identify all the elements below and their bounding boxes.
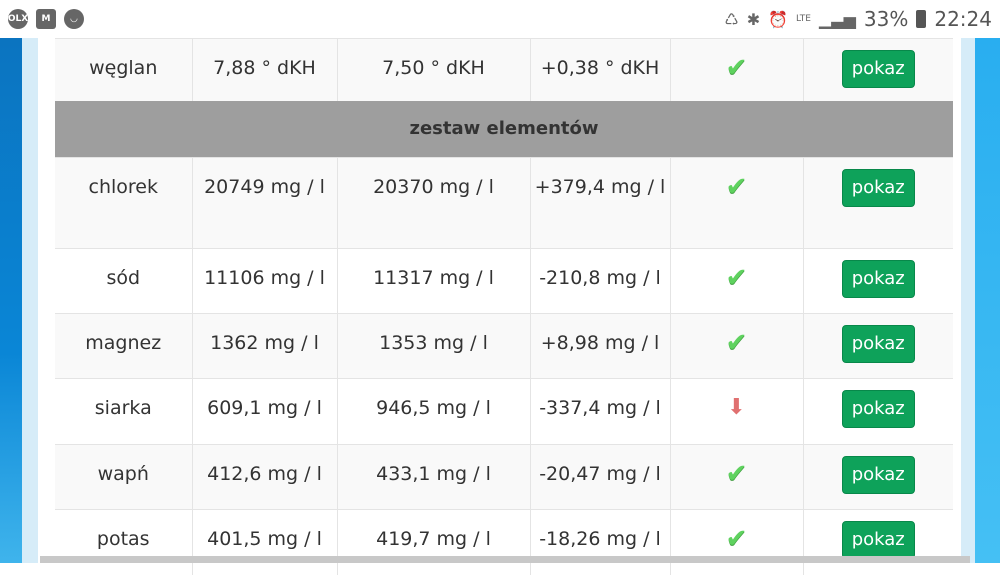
table-row: potas 401,5 mg / l 419,7 mg / l -18,26 mg /… bbox=[55, 509, 953, 575]
cell-diff: -210,8 mg / l bbox=[530, 248, 671, 314]
bluetooth-icon: ✱ bbox=[746, 9, 761, 29]
cell-target: 20370 mg / l bbox=[337, 157, 531, 249]
cell-action: pokaz bbox=[803, 510, 953, 575]
table-row: wapń 412,6 mg / l 433,1 mg / l -20,47 mg / … bbox=[55, 444, 953, 510]
show-button[interactable]: pokaz bbox=[841, 521, 915, 559]
cell-action: pokaz bbox=[803, 445, 953, 510]
cell-measured: 20749 mg / l bbox=[192, 157, 338, 249]
cell-name: sód bbox=[55, 248, 193, 314]
clock: 22:24 bbox=[934, 7, 992, 31]
show-button[interactable]: pokaz bbox=[841, 169, 915, 207]
parameters-table: węglan 7,88 ° dKH 7,50 ° dKH +0,38 ° dKH ✔ po… bbox=[55, 38, 953, 575]
check-icon: ✔ bbox=[725, 524, 748, 554]
cell-action: pokaz bbox=[803, 39, 953, 101]
cell-target: 11317 mg / l bbox=[337, 248, 531, 314]
lte-wifi-icon: LTE bbox=[796, 14, 811, 24]
page-margin-right bbox=[961, 38, 975, 563]
table-row: siarka 609,1 mg / l 946,5 mg / l -337,4 mg … bbox=[55, 378, 953, 445]
data-saver-icon: ♺ bbox=[724, 9, 739, 29]
show-button[interactable]: pokaz bbox=[841, 325, 915, 363]
check-icon: ✔ bbox=[725, 172, 748, 202]
table-row: magnez 1362 mg / l 1353 mg / l +8,98 mg / l… bbox=[55, 313, 953, 379]
cell-measured: 609,1 mg / l bbox=[192, 378, 338, 445]
cell-target: 419,7 mg / l bbox=[337, 509, 531, 575]
status-bar: OLX M ◡ ♺ ✱ ⏰ LTE ▁▃▅ 33% 22:24 bbox=[0, 0, 1000, 38]
show-button[interactable]: pokaz bbox=[841, 390, 915, 428]
cell-target: 7,50 ° dKH bbox=[337, 38, 531, 101]
check-icon: ✔ bbox=[725, 53, 748, 83]
cell-name: chlorek bbox=[55, 157, 193, 249]
cell-name: potas bbox=[55, 509, 193, 575]
cell-action: pokaz bbox=[803, 249, 953, 314]
cell-measured: 7,88 ° dKH bbox=[192, 38, 338, 101]
cell-name: wapń bbox=[55, 444, 193, 510]
cell-status: ✔ bbox=[670, 509, 804, 575]
signal-icon: ▁▃▅ bbox=[818, 9, 856, 29]
cell-measured: 1362 mg / l bbox=[192, 313, 338, 379]
show-button[interactable]: pokaz bbox=[841, 456, 915, 494]
battery-icon bbox=[916, 10, 927, 28]
battery-percent: 33% bbox=[863, 7, 909, 31]
cell-measured: 11106 mg / l bbox=[192, 248, 338, 314]
cell-action: pokaz bbox=[803, 379, 953, 445]
cell-status: ⬇ bbox=[670, 378, 804, 445]
table-row: węglan 7,88 ° dKH 7,50 ° dKH +0,38 ° dKH ✔ po… bbox=[55, 38, 953, 101]
show-button[interactable]: pokaz bbox=[841, 50, 915, 88]
smile-icon: ◡ bbox=[64, 9, 84, 29]
olx-icon: OLX bbox=[8, 9, 28, 29]
cell-diff: -337,4 mg / l bbox=[530, 378, 671, 445]
arrow-down-icon: ⬇ bbox=[727, 395, 746, 420]
cell-target: 946,5 mg / l bbox=[337, 378, 531, 445]
alarm-icon: ⏰ bbox=[768, 9, 789, 29]
check-icon: ✔ bbox=[725, 459, 748, 489]
table-row: chlorek 20749 mg / l 20370 mg / l +379,4 mg… bbox=[55, 157, 953, 249]
table-row: sód 11106 mg / l 11317 mg / l -210,8 mg / l… bbox=[55, 248, 953, 314]
section-title: zestaw elementów bbox=[55, 100, 953, 158]
gmail-icon: M bbox=[36, 9, 56, 29]
cell-status: ✔ bbox=[670, 313, 804, 379]
page-margin-left bbox=[22, 38, 38, 563]
cell-diff: -18,26 mg / l bbox=[530, 509, 671, 575]
cell-target: 433,1 mg / l bbox=[337, 444, 531, 510]
cell-status: ✔ bbox=[670, 38, 804, 101]
section-header: zestaw elementów bbox=[55, 100, 953, 158]
check-icon: ✔ bbox=[725, 263, 748, 293]
cell-diff: +8,98 mg / l bbox=[530, 313, 671, 379]
cell-status: ✔ bbox=[670, 444, 804, 510]
cell-status: ✔ bbox=[670, 157, 804, 249]
cell-status: ✔ bbox=[670, 248, 804, 314]
show-button[interactable]: pokaz bbox=[841, 260, 915, 298]
cell-measured: 412,6 mg / l bbox=[192, 444, 338, 510]
cell-measured: 401,5 mg / l bbox=[192, 509, 338, 575]
cell-name: węglan bbox=[55, 38, 193, 101]
page-background-left bbox=[0, 38, 22, 563]
cell-diff: +0,38 ° dKH bbox=[530, 38, 671, 101]
cell-action: pokaz bbox=[803, 314, 953, 379]
page-background-right bbox=[975, 38, 1000, 563]
cell-name: magnez bbox=[55, 313, 193, 379]
cell-diff: -20,47 mg / l bbox=[530, 444, 671, 510]
cell-name: siarka bbox=[55, 378, 193, 445]
check-icon: ✔ bbox=[725, 328, 748, 358]
cell-diff: +379,4 mg / l bbox=[530, 157, 671, 249]
cell-target: 1353 mg / l bbox=[337, 313, 531, 379]
horizontal-scrollbar[interactable] bbox=[40, 556, 970, 563]
cell-action: pokaz bbox=[803, 158, 953, 249]
